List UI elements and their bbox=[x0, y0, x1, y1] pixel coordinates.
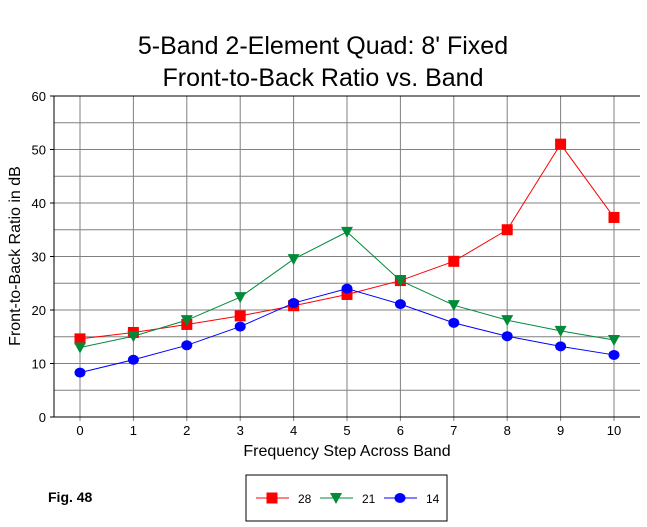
legend: 28 21 14 bbox=[256, 492, 440, 506]
y-tick-label: 40 bbox=[32, 196, 46, 211]
data-point-21 bbox=[74, 342, 86, 354]
series-21 bbox=[74, 226, 620, 354]
data-point-21 bbox=[394, 275, 407, 287]
x-tick-label: 9 bbox=[557, 423, 564, 438]
y-tick-label: 10 bbox=[32, 357, 46, 372]
chart-title-line-2: Front-to-Back Ratio vs. Band bbox=[163, 64, 484, 92]
x-tick-label: 7 bbox=[450, 423, 457, 438]
figure-annotation: Fig. 48 bbox=[48, 489, 93, 505]
y-axis-label: Front-to-Back Ratio in dB bbox=[7, 166, 24, 346]
data-point-14 bbox=[127, 354, 139, 365]
data-point-14 bbox=[234, 321, 246, 332]
x-axis-label: Frequency Step Across Band bbox=[243, 443, 450, 460]
x-tick-label: 2 bbox=[183, 423, 190, 438]
data-point-21 bbox=[180, 315, 193, 327]
data-point-28 bbox=[234, 310, 246, 322]
legend-marker-21 bbox=[330, 493, 342, 504]
legend-label-21: 21 bbox=[362, 492, 376, 506]
x-tick-label: 4 bbox=[290, 423, 297, 438]
x-tick-label: 8 bbox=[504, 423, 511, 438]
x-tick-label: 1 bbox=[130, 423, 137, 438]
x-axis: 0 1 2 3 4 5 6 7 8 9 10 bbox=[76, 423, 621, 438]
data-point-21 bbox=[608, 334, 620, 346]
data-point-21 bbox=[341, 226, 353, 238]
series-group bbox=[74, 138, 620, 378]
data-point-14 bbox=[555, 341, 567, 352]
series-14 bbox=[74, 283, 620, 378]
data-point-28 bbox=[341, 288, 353, 300]
data-point-14 bbox=[448, 317, 460, 328]
data-point-14 bbox=[394, 299, 406, 310]
data-point-21 bbox=[127, 331, 140, 343]
legend-marker-28 bbox=[266, 492, 278, 504]
data-point-21 bbox=[447, 300, 460, 312]
x-tick-label: 5 bbox=[343, 423, 350, 438]
data-point-14 bbox=[341, 283, 353, 294]
data-point-14 bbox=[501, 331, 513, 342]
data-point-28 bbox=[448, 255, 460, 267]
data-point-21 bbox=[234, 292, 247, 304]
data-point-21 bbox=[287, 254, 300, 266]
x-tick-label: 3 bbox=[237, 423, 244, 438]
data-point-28 bbox=[501, 224, 513, 236]
data-point-21 bbox=[554, 325, 567, 337]
x-tick-label: 0 bbox=[76, 423, 83, 438]
data-point-14 bbox=[288, 298, 300, 309]
y-axis: 0 10 20 30 40 50 60 bbox=[32, 89, 54, 425]
data-point-14 bbox=[608, 349, 620, 360]
legend-label-14: 14 bbox=[426, 492, 440, 506]
data-point-28 bbox=[608, 211, 620, 223]
data-point-14 bbox=[181, 340, 193, 351]
x-tick-label: 6 bbox=[397, 423, 404, 438]
data-point-14 bbox=[74, 367, 86, 378]
data-point-28 bbox=[74, 333, 86, 345]
y-tick-label: 0 bbox=[39, 410, 46, 425]
data-point-28 bbox=[555, 138, 567, 150]
y-tick-label: 60 bbox=[32, 89, 46, 104]
legend-marker-14 bbox=[394, 493, 406, 503]
y-tick-label: 20 bbox=[32, 303, 46, 318]
grid bbox=[53, 95, 640, 421]
y-tick-label: 30 bbox=[32, 250, 46, 265]
legend-label-28: 28 bbox=[298, 492, 312, 506]
chart-title-line-1: 5-Band 2-Element Quad: 8' Fixed bbox=[138, 32, 508, 60]
x-tick-label: 10 bbox=[607, 423, 621, 438]
data-point-21 bbox=[501, 315, 514, 327]
y-tick-label: 50 bbox=[32, 143, 46, 158]
